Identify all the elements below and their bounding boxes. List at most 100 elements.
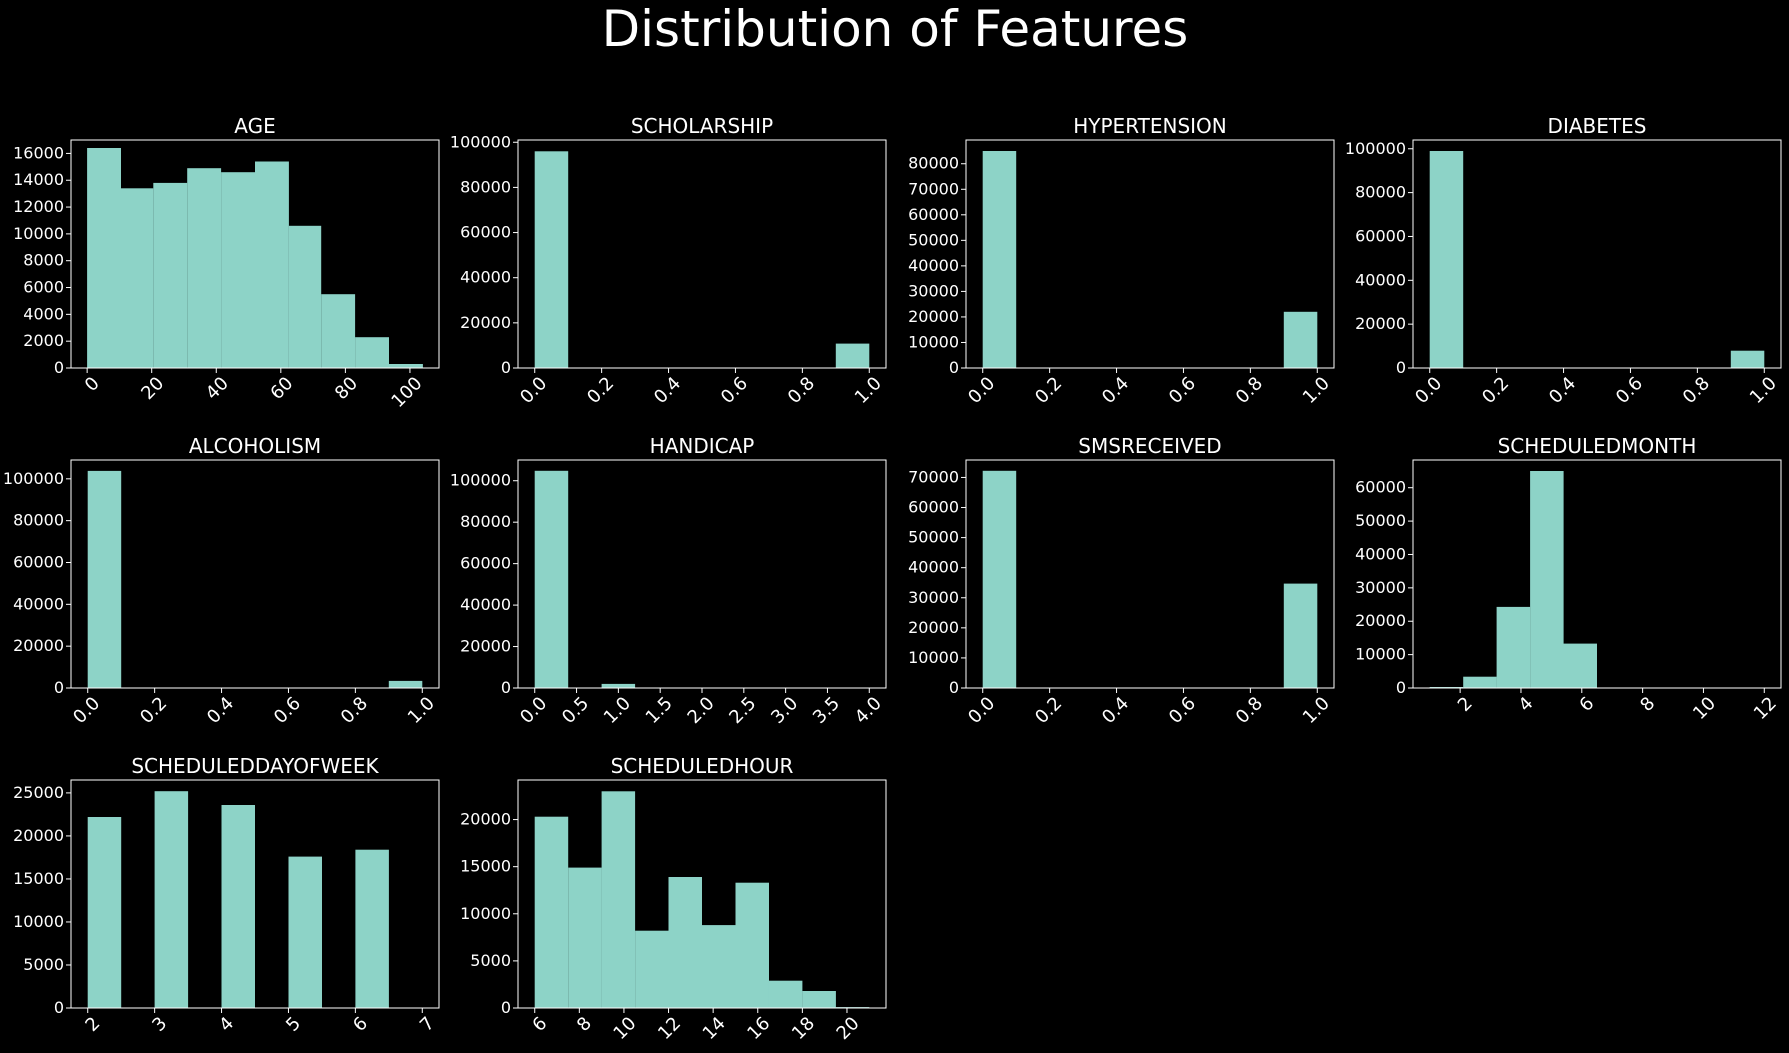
- y-tick-label: 20000: [908, 618, 959, 637]
- y-tick-label: 20000: [13, 636, 64, 655]
- histogram-bar: [288, 225, 322, 368]
- y-tick-label: 30000: [908, 281, 959, 300]
- y-tick-label: 20000: [460, 637, 511, 656]
- histogram-bar: [221, 172, 255, 368]
- histogram-bar: [388, 680, 423, 688]
- subplot-title: HYPERTENSION: [1073, 114, 1227, 138]
- y-tick-label: 10000: [13, 224, 64, 243]
- y-tick-label: 6000: [23, 278, 64, 297]
- histogram-bar: [982, 151, 1017, 368]
- y-tick-label: 0: [949, 678, 959, 697]
- y-tick-label: 80000: [13, 511, 64, 530]
- histogram-bar: [735, 882, 769, 1008]
- histogram-bar: [153, 182, 188, 368]
- histogram-bar: [1283, 583, 1318, 688]
- y-tick-label: 20000: [1355, 611, 1406, 630]
- histogram-bar: [768, 980, 803, 1008]
- y-tick-label: 50000: [908, 230, 959, 249]
- histogram-bar: [389, 364, 423, 368]
- histogram-bar: [255, 161, 289, 368]
- subplot-title: SCHEDULEDDAYOFWEEK: [131, 754, 379, 778]
- y-tick-label: 0: [949, 358, 959, 377]
- y-tick-label: 100000: [1345, 139, 1406, 158]
- y-tick-label: 80000: [460, 512, 511, 531]
- histogram-bar: [1563, 643, 1597, 688]
- y-tick-label: 10000: [908, 648, 959, 667]
- histogram-bar: [802, 991, 836, 1008]
- histogram-bar: [87, 817, 122, 1008]
- y-tick-label: 40000: [1355, 270, 1406, 289]
- histogram-bar: [668, 877, 702, 1008]
- y-tick-label: 40000: [1355, 544, 1406, 563]
- y-tick-label: 4000: [23, 304, 64, 323]
- histogram-bar: [187, 168, 222, 368]
- y-tick-label: 12000: [13, 197, 64, 216]
- y-tick-label: 10000: [908, 332, 959, 351]
- histogram-bar: [288, 856, 322, 1008]
- y-tick-label: 50000: [908, 528, 959, 547]
- subplot-title: AGE: [234, 114, 275, 138]
- subplot-grid: AGE 0 2000 4000 6000 8000 10000 12000 14000 16000…: [3, 114, 1782, 1044]
- y-tick-label: 20000: [13, 826, 64, 845]
- histogram-bar: [355, 849, 389, 1008]
- y-tick-label: 60000: [460, 223, 511, 242]
- y-tick-label: 60000: [460, 554, 511, 573]
- y-tick-label: 0: [501, 678, 511, 697]
- y-tick-label: 40000: [460, 268, 511, 287]
- y-tick-label: 40000: [908, 558, 959, 577]
- y-tick-label: 40000: [908, 256, 959, 275]
- y-tick-label: 30000: [1355, 578, 1406, 597]
- axes-frame: [70, 139, 440, 369]
- y-tick-label: 40000: [460, 595, 511, 614]
- y-tick-label: 2000: [23, 331, 64, 350]
- y-tick-label: 60000: [1355, 226, 1406, 245]
- subplot-title: DIABETES: [1548, 114, 1647, 138]
- subplot-title: SCHOLARSHIP: [631, 114, 773, 138]
- histogram-bar: [355, 337, 389, 368]
- y-tick-label: 8000: [23, 251, 64, 270]
- histogram-bar: [1730, 350, 1765, 368]
- histogram-bar: [1283, 311, 1318, 368]
- y-tick-label: 100000: [450, 471, 511, 490]
- y-tick-label: 0: [1396, 678, 1406, 697]
- y-tick-label: 60000: [1355, 478, 1406, 497]
- y-tick-label: 60000: [908, 205, 959, 224]
- y-tick-label: 30000: [908, 588, 959, 607]
- histogram-bar: [1429, 151, 1464, 368]
- y-tick-label: 60000: [13, 552, 64, 571]
- y-tick-label: 0: [54, 998, 64, 1017]
- y-tick-label: 0: [54, 358, 64, 377]
- y-tick-label: 10000: [460, 904, 511, 923]
- subplot-title: SCHEDULEDHOUR: [611, 754, 794, 778]
- subplot-title: HANDICAP: [650, 434, 755, 458]
- subplot-age: AGE 0 2000 4000 6000 8000 10000 12000 14000 16000…: [13, 114, 440, 412]
- subplot-title: ALCOHOLISM: [189, 434, 321, 458]
- axes-frame: [1412, 139, 1782, 369]
- y-tick-label: 20000: [1355, 314, 1406, 333]
- histogram-bar: [121, 188, 154, 368]
- y-tick-label: 16000: [13, 143, 64, 162]
- y-tick-label: 0: [501, 358, 511, 377]
- y-tick-label: 15000: [13, 869, 64, 888]
- y-tick-label: 70000: [908, 179, 959, 198]
- histogram-bar: [221, 805, 255, 1008]
- axes-frame: [70, 459, 440, 689]
- subplot-title: SMSRECEIVED: [1078, 434, 1221, 458]
- y-tick-label: 20000: [460, 313, 511, 332]
- histogram-bar: [702, 925, 736, 1008]
- axes-frame: [965, 139, 1335, 369]
- histogram-bar: [982, 470, 1017, 688]
- axes-frame: [517, 139, 887, 369]
- histogram-bar: [534, 470, 569, 688]
- histogram-bar: [601, 683, 636, 688]
- y-tick-label: 14000: [13, 170, 64, 189]
- y-tick-label: 40000: [13, 594, 64, 613]
- histogram-bar: [1463, 676, 1497, 688]
- axes-frame: [1412, 459, 1782, 689]
- histogram-bar: [87, 470, 122, 688]
- histogram-bar: [835, 343, 870, 368]
- subplot-scheduleddayofweek: SCHEDULEDDAYOFWEEK 0 5000 10000 15000 20000 25…: [13, 754, 440, 1036]
